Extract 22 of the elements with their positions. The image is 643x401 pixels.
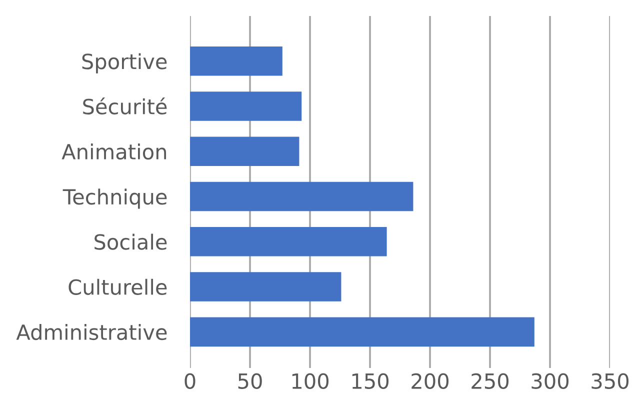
x-tick-label: 0 bbox=[184, 373, 196, 389]
bar bbox=[190, 46, 282, 76]
x-tick-label: 250 bbox=[472, 373, 508, 389]
x-tick-label: 200 bbox=[412, 373, 448, 389]
y-tick-label: Technique bbox=[62, 188, 167, 209]
bar bbox=[190, 317, 534, 347]
bar bbox=[190, 272, 342, 302]
x-tick-label: 100 bbox=[292, 373, 328, 389]
y-tick-label: Animation bbox=[62, 143, 166, 160]
bar bbox=[190, 226, 387, 256]
y-tick-label: Sociale bbox=[94, 234, 167, 250]
bar bbox=[190, 92, 302, 121]
x-tick-label: 150 bbox=[352, 373, 388, 389]
x-tick-label: 50 bbox=[238, 373, 262, 389]
x-tick-label: 350 bbox=[592, 373, 628, 389]
y-tick-label: Administrative bbox=[16, 324, 167, 340]
x-tick-label: 300 bbox=[532, 373, 568, 389]
y-tick-label: Culturelle bbox=[68, 278, 167, 295]
y-tick-label: Sportive bbox=[82, 53, 167, 74]
bar bbox=[190, 182, 414, 212]
y-tick-label: Sécurité bbox=[83, 98, 167, 114]
bar bbox=[190, 136, 300, 166]
